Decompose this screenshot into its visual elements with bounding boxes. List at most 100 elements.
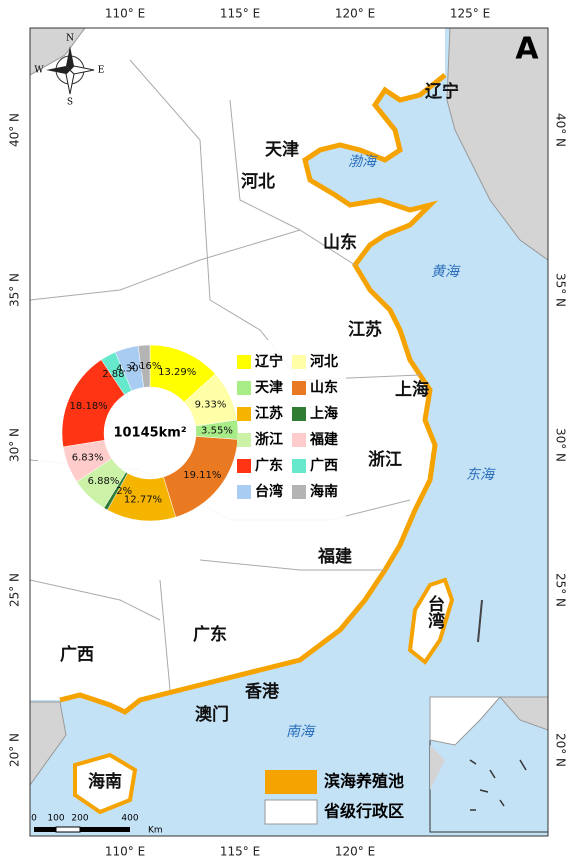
sea-label: 东海	[466, 467, 496, 483]
legend-label: 天津	[255, 379, 283, 396]
value-label: 9.33%	[195, 399, 227, 410]
value-label: 2.88%	[102, 369, 134, 380]
map-frame	[29, 27, 549, 837]
lat-label: 40° N	[8, 113, 22, 147]
scale-unit: Km	[148, 826, 163, 836]
lat-label: 35° N	[8, 273, 22, 307]
province-label: 香港	[245, 681, 280, 702]
compass-letter: S	[67, 98, 73, 108]
legend-label: 江苏	[255, 405, 283, 422]
value-label: 6.88%	[88, 476, 120, 487]
lat-label: 30° N	[8, 428, 22, 462]
province-label: 广东	[193, 624, 227, 645]
province-label: 辽宁	[425, 81, 459, 102]
province-label: 上海	[395, 379, 429, 400]
legend-label: 福建	[309, 431, 338, 448]
province-label: 广西	[60, 644, 94, 665]
lon-label: 110° E	[105, 845, 145, 859]
legend-label: 台湾	[255, 483, 283, 500]
province-label: 台湾	[424, 594, 445, 630]
province-label: 浙江	[368, 449, 402, 470]
value-label: 6.83%	[72, 452, 104, 463]
legend	[264, 770, 318, 825]
legend-swatch	[237, 355, 251, 369]
value-label: 2.16%	[130, 361, 162, 372]
land-vietnam	[30, 701, 67, 786]
lat-label: 25° N	[8, 573, 22, 607]
value-label: 13.29%	[158, 367, 196, 378]
scale-label: 200	[71, 814, 88, 824]
legend-label: 辽宁	[255, 353, 283, 370]
value-label: 3.55%	[201, 425, 233, 436]
legend-label: 海南	[310, 483, 338, 500]
legend-swatch	[292, 459, 306, 473]
legend-swatch	[237, 381, 251, 395]
lat-label: 20° N	[8, 733, 22, 767]
value-label: 4.30%	[116, 363, 148, 374]
compass-letter: W	[34, 66, 44, 76]
land-korea	[446, 28, 548, 261]
legend-label: 广西	[310, 457, 338, 474]
scale-label: 400	[121, 814, 138, 824]
legend-label: 河北	[310, 353, 338, 370]
lat-label: 30° N	[554, 428, 568, 462]
legend-swatch-ponds	[265, 770, 317, 794]
province-label: 天津	[265, 139, 299, 160]
value-label: 12.77%	[124, 495, 162, 506]
province-label: 江苏	[348, 319, 382, 340]
donut-slice	[137, 344, 151, 388]
legend-swatch	[237, 459, 251, 473]
lat-label: 25° N	[554, 573, 568, 607]
value-label: 18.18%	[70, 401, 108, 412]
lon-label: 115° E	[220, 845, 260, 859]
lat-label: 20° N	[554, 733, 568, 767]
legend-label: 省级行政区	[323, 802, 404, 821]
province-label: 福建	[317, 546, 352, 567]
legend-label: 浙江	[255, 431, 283, 448]
legend-swatch	[292, 355, 306, 369]
boundary-dash	[477, 599, 483, 643]
lat-label: 40° N	[554, 113, 568, 147]
hainan	[73, 752, 138, 815]
sea-label: 黄海	[431, 264, 461, 280]
inset-map	[429, 696, 548, 833]
legend-swatch	[237, 433, 251, 447]
legend-label: 滨海养殖池	[324, 772, 404, 791]
scale-bar	[34, 826, 130, 833]
legend-swatch	[292, 485, 306, 499]
coastline	[59, 73, 447, 715]
legend-swatch-province	[264, 799, 318, 825]
value-label: 0.72%	[100, 486, 132, 497]
legend-swatch	[292, 381, 306, 395]
legend-swatch	[292, 407, 306, 421]
province-label: 山东	[323, 232, 357, 253]
lon-label: 125° E	[450, 7, 490, 21]
center-label: 10145km²	[113, 426, 186, 441]
legend-label: 山东	[310, 379, 338, 396]
compass: N E S W	[34, 34, 104, 108]
taiwan	[407, 577, 455, 665]
province-label: 澳门	[195, 704, 229, 725]
compass-letter: N	[66, 34, 74, 44]
scale-label: 100	[47, 814, 64, 824]
legend-swatch	[292, 433, 306, 447]
legend-label: 广东	[255, 457, 283, 474]
province-label: 海南	[88, 771, 122, 792]
sea-label: 南海	[286, 724, 316, 740]
value-label: 19.11%	[183, 470, 221, 481]
lon-label: 120° E	[335, 845, 375, 859]
sea-label: 渤海	[348, 154, 378, 170]
legend-swatch	[237, 485, 251, 499]
legend-swatch	[237, 407, 251, 421]
lat-label: 35° N	[554, 273, 568, 307]
panel-label: A	[515, 32, 539, 67]
compass-letter: E	[98, 66, 105, 76]
legend-label: 上海	[310, 405, 338, 422]
land-mongolia	[30, 28, 86, 76]
lon-label: 120° E	[335, 7, 375, 21]
lon-label: 110° E	[105, 7, 145, 21]
province-label: 河北	[241, 172, 275, 192]
scale-label: 0	[31, 814, 37, 824]
donut-chart: 13.29% 9.33% 3.55% 19.11% 12.77%0.72%6.88% 6.…	[61, 344, 338, 522]
